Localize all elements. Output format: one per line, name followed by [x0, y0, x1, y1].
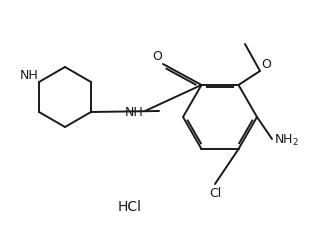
Text: HCl: HCl	[118, 199, 142, 213]
Text: NH$_2$: NH$_2$	[274, 132, 299, 147]
Text: O: O	[152, 50, 162, 63]
Text: Cl: Cl	[209, 186, 221, 199]
Text: O: O	[261, 58, 271, 71]
Text: NH: NH	[19, 69, 38, 82]
Text: NH: NH	[125, 106, 144, 119]
